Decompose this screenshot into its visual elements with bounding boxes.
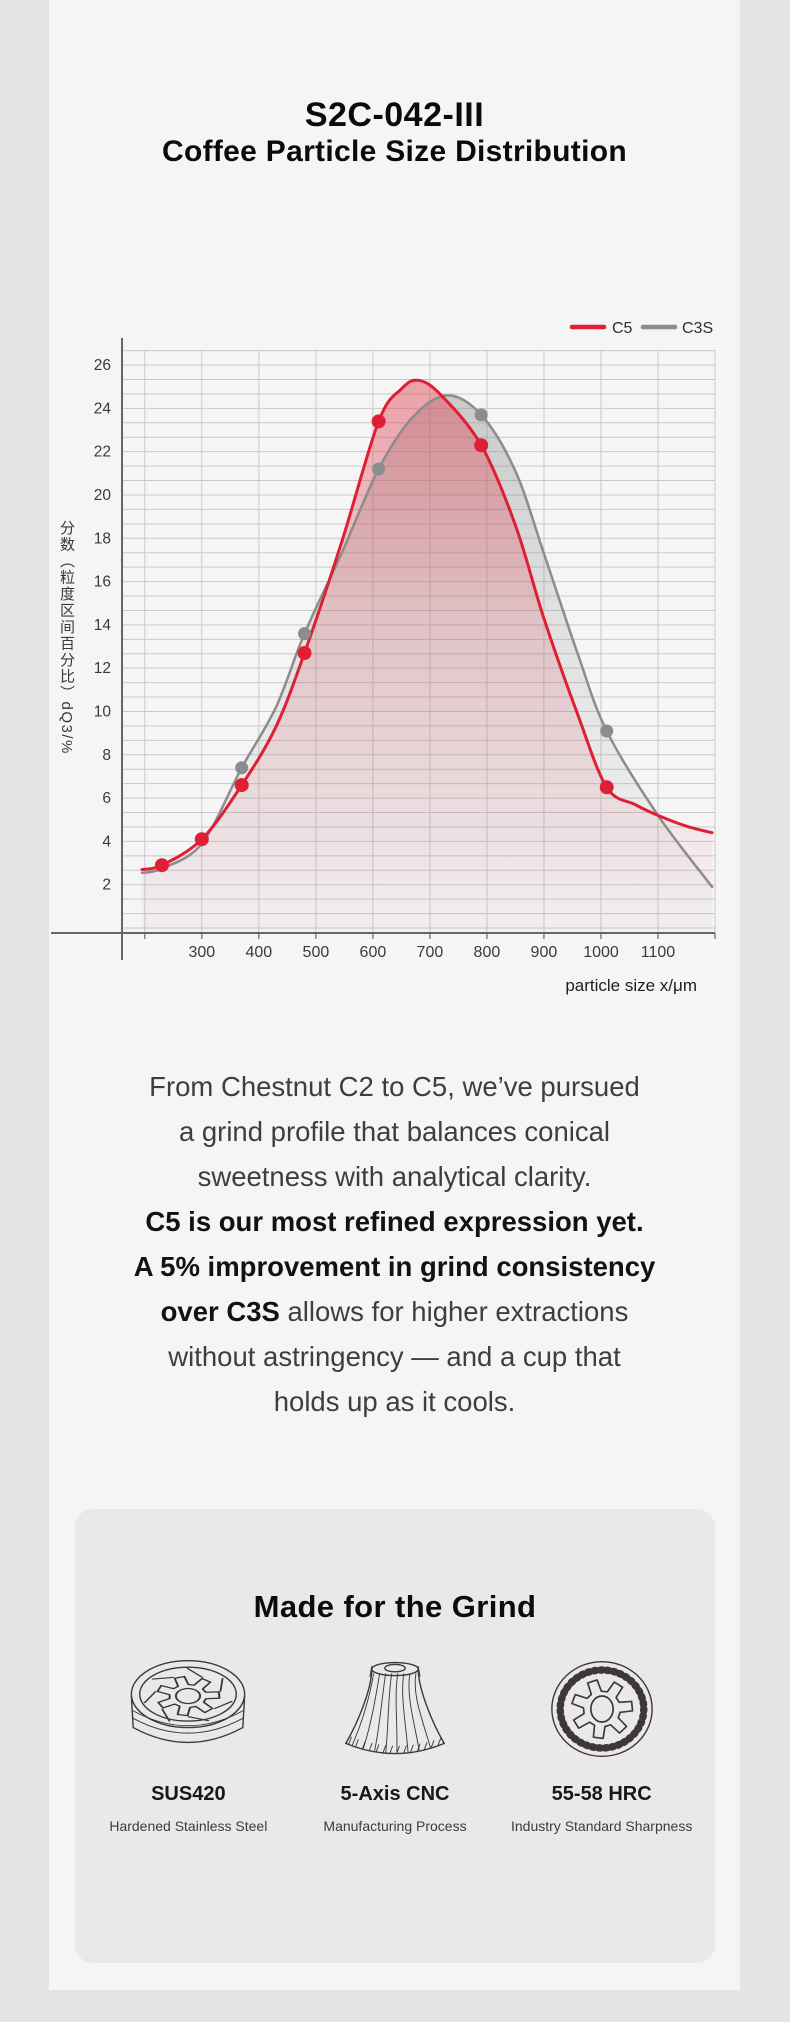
svg-text:22: 22 [94,444,111,461]
svg-text:300: 300 [188,944,215,961]
svg-text:700: 700 [417,944,444,961]
legend-label-C5: C5 [612,320,633,337]
svg-text:14: 14 [94,617,112,634]
svg-text:12: 12 [94,660,111,677]
series-markers-C3S [235,408,614,775]
feature-title: SUS420 [151,1783,226,1805]
ring-burr-icon [130,1660,246,1744]
body-line: holds up as it cools. [273,1386,516,1417]
body-line: a grind profile that balances conical [178,1116,611,1147]
legend-label-C3S: C3S [682,320,713,337]
svg-text:2: 2 [102,877,111,894]
feature-row: SUS420 Hardened Stainless Steel 5-Axis CNC… [75,1653,715,1834]
y-axis-title: 分数（粒度区间百分比）dQ3/% [58,520,75,755]
feature-subtitle: Hardened Stainless Steel [109,1818,268,1834]
svg-text:18: 18 [94,530,111,547]
body-line: sweetness with analytical clarity. [197,1161,592,1192]
chart-legend: C5 C3S [569,320,713,337]
body-line: A 5% improvement in grind consistency [133,1251,656,1282]
body-line: without astringency — and a cup that [168,1341,621,1372]
series-line-C5 [140,378,714,872]
svg-text:1100: 1100 [641,944,676,961]
series-line-C3S [140,394,714,889]
feature-item: 5-Axis CNC Manufacturing Process [292,1653,499,1834]
svg-text:16: 16 [94,574,111,591]
series-markers-C5 [154,414,614,873]
svg-text:1000: 1000 [583,944,619,961]
feature-subtitle: Industry Standard Sharpness [511,1818,693,1834]
feature-heading: Made for the Grind [253,1589,537,1624]
svg-text:900: 900 [531,944,558,961]
flat-burr-icon [550,1660,653,1758]
feature-title: 55-58 HRC [551,1783,652,1805]
page-title: S2C-042-III [304,96,485,134]
x-axis-title: particle size x/μm [565,976,697,995]
body-paragraph: From Chestnut C2 to C5, we’ve pursued a g… [49,1064,740,1424]
svg-text:800: 800 [474,944,501,961]
series-fill-C5 [141,380,713,933]
svg-text:600: 600 [360,944,387,961]
feature-item: SUS420 Hardened Stainless Steel [85,1653,292,1834]
page-subtitle: Coffee Particle Size Distribution [162,135,627,168]
conical-burr-icon [345,1661,445,1755]
feature-card: Made for the Grind SUS420 Hardened Stainl… [75,1509,715,1963]
feature-title: 5-Axis CNC [340,1783,450,1805]
svg-text:500: 500 [303,944,330,961]
svg-text:10: 10 [94,704,112,721]
svg-text:26: 26 [94,357,111,374]
feature-item: 55-58 HRC Industry Standard Sharpness [498,1653,705,1834]
feature-subtitle: Manufacturing Process [323,1818,467,1834]
body-line: From Chestnut C2 to C5, we’ve pursued [149,1071,640,1102]
svg-text:8: 8 [102,747,111,764]
svg-text:4: 4 [102,833,111,850]
body-line: C5 is our most refined expression yet. [145,1206,644,1237]
svg-text:6: 6 [102,790,111,807]
svg-text:400: 400 [245,944,272,961]
svg-text:24: 24 [94,400,112,417]
body-line: over C3S allows for higher extractions [160,1296,629,1327]
svg-text:20: 20 [94,487,112,504]
